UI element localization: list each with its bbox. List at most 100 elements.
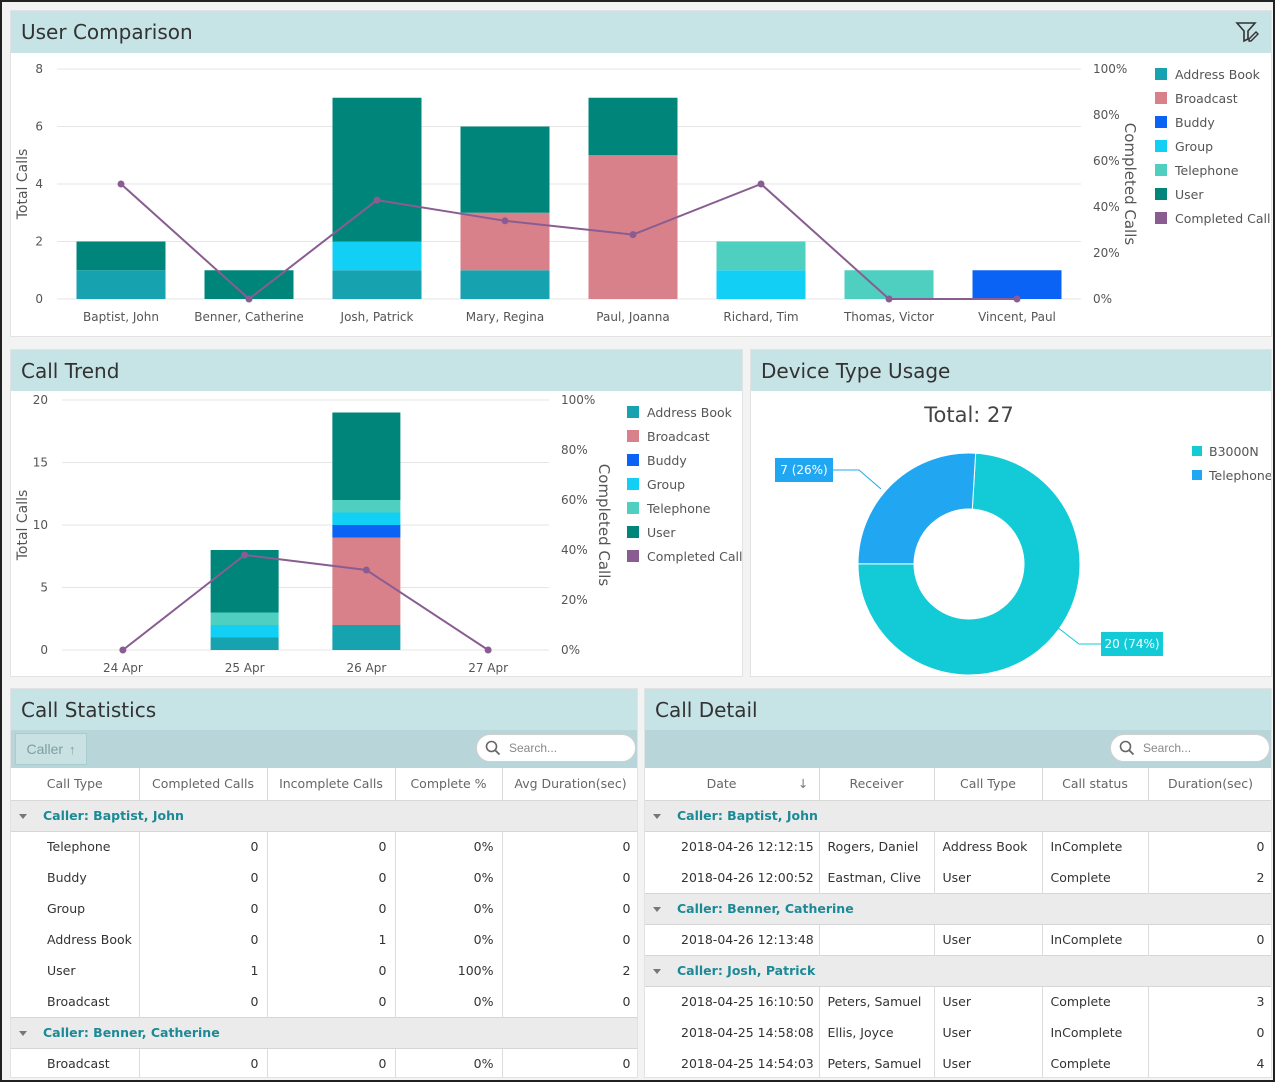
call-detail-cell: Complete: [1042, 862, 1149, 893]
ct-completed-point: [362, 566, 370, 574]
call-detail-group-row[interactable]: Caller: Josh, Patrick: [645, 954, 1271, 987]
call-statistics-column-header-label: Complete %: [410, 776, 487, 792]
uc-y-tick: 4: [35, 177, 43, 191]
call-statistics-column-header-label: Avg Duration(sec): [514, 776, 627, 792]
ct-completed-line: [122, 553, 489, 651]
call-detail-table-row[interactable]: 2018-04-26 12:00:52 Eastman, Clive User Com…: [645, 862, 1271, 893]
call-detail-table-row[interactable]: 2018-04-25 14:54:03 Peters, Samuel User Com…: [645, 1048, 1271, 1077]
call-detail-column-header[interactable]: Date ↓: [645, 768, 820, 801]
call-statistics-table-row[interactable]: Telephone 0 0 0% 0: [11, 831, 637, 862]
call-statistics-cell: 0: [139, 893, 268, 924]
uc-bar-segment: [716, 241, 806, 271]
ct-bar-segment: [332, 537, 401, 625]
call-detail-cell: 2018-04-26 12:13:48: [645, 924, 820, 955]
call-detail-column-header[interactable]: Duration(sec): [1148, 768, 1271, 801]
call-detail-table-row[interactable]: 2018-04-25 14:58:08 Ellis, Joyce User InCom…: [645, 1017, 1271, 1048]
uc-legend-swatch: [1155, 116, 1167, 128]
ct-legend-swatch: [627, 502, 639, 514]
uc-x-tick: Josh, Patrick: [340, 310, 414, 324]
ct-y-axis-label: Total Calls: [15, 490, 31, 562]
call-statistics-table-row[interactable]: Address Book 0 1 0% 0: [11, 924, 637, 955]
ct-y-tick: 0: [40, 643, 48, 657]
call-detail-column-header[interactable]: Receiver: [819, 768, 935, 801]
donut-label-telephone: 7 (26%): [780, 463, 827, 477]
call-statistics-cell: 0%: [395, 862, 503, 893]
ct-y-tick: 10: [33, 518, 48, 532]
call-detail-table-row[interactable]: 2018-04-26 12:13:48 User InComplete 0: [645, 924, 1271, 955]
call-statistics-table-row[interactable]: Broadcast 0 0 0% 0: [11, 986, 637, 1017]
call-detail-table-row[interactable]: 2018-04-26 12:12:15 Rogers, Daniel Address…: [645, 831, 1271, 862]
call-detail-column-header[interactable]: Call Type: [934, 768, 1043, 801]
call-detail-cell: User: [934, 924, 1043, 955]
call-statistics-table-row[interactable]: Broadcast 0 0 0% 0: [11, 1048, 637, 1077]
call-statistics-column-header[interactable]: Avg Duration(sec): [502, 768, 637, 801]
uc-legend-swatch: [1155, 212, 1167, 224]
uc-bar-segment: [332, 241, 422, 271]
call-statistics-search[interactable]: [476, 734, 636, 762]
ct-legend-label: Completed Calls: [647, 549, 743, 564]
uc-bar-segment: [76, 241, 166, 271]
call-detail-cell: User: [934, 1017, 1043, 1048]
filter-edit-icon[interactable]: [1235, 21, 1259, 43]
ct-legend-swatch: [627, 550, 639, 562]
call-detail-cell: [819, 924, 935, 955]
call-detail-table-row[interactable]: 2018-04-25 16:10:50 Peters, Samuel User Com…: [645, 986, 1271, 1017]
uc-bar-segment: [588, 155, 678, 299]
ct-legend-label: Broadcast: [647, 429, 710, 444]
group-by-caller-chip[interactable]: Caller ↑: [15, 733, 87, 765]
call-statistics-table-row[interactable]: Group 0 0 0% 0: [11, 893, 637, 924]
uc-y-axis-label: Total Calls: [15, 149, 31, 221]
call-statistics-column-header[interactable]: Incomplete Calls: [267, 768, 396, 801]
donut-leader-telephone: [833, 469, 882, 490]
uc-y-tick: 0: [35, 292, 43, 306]
call-statistics-cell: Buddy: [11, 862, 140, 893]
donut-leader-b3000n: [1056, 626, 1101, 645]
call-detail-cell: User: [934, 862, 1043, 893]
call-statistics-toolbar: Caller ↑: [11, 730, 637, 768]
uc-bar-segment: [76, 270, 166, 299]
call-detail-search[interactable]: [1110, 734, 1270, 762]
call-detail-panel: Call Detail Date ↓ Receiver Call Type Call s…: [644, 688, 1272, 1078]
ct-y-tick: 15: [33, 456, 48, 470]
call-detail-cell: Rogers, Daniel: [819, 831, 935, 862]
call-detail-cell: 0: [1148, 924, 1271, 955]
call-statistics-cell: Broadcast: [11, 1048, 140, 1077]
donut-legend-label: Telephone: [1208, 468, 1272, 483]
call-statistics-column-header[interactable]: Call Type: [11, 768, 140, 801]
call-statistics-group-row[interactable]: Caller: Baptist, John: [11, 799, 637, 832]
call-detail-group-cell: Caller: Benner, Catherine: [645, 892, 1271, 925]
call-statistics-search-input[interactable]: [509, 741, 619, 755]
collapse-caret-icon[interactable]: [653, 907, 661, 912]
collapse-caret-icon[interactable]: [653, 814, 661, 819]
call-trend-panel: Call Trend 0 5 10 15 20 0% 20% 40% 60% 80% 100% Tot…: [10, 349, 743, 677]
call-detail-group-row[interactable]: Caller: Baptist, John: [645, 799, 1271, 832]
call-statistics-cell: 0: [139, 831, 268, 862]
call-statistics-column-header-label: Incomplete Calls: [279, 776, 383, 792]
call-statistics-column-header[interactable]: Complete %: [395, 768, 503, 801]
call-statistics-cell: Broadcast: [11, 986, 140, 1017]
call-statistics-cell: 0%: [395, 893, 503, 924]
ct-x-tick: 24 Apr: [103, 661, 143, 675]
uc-completed-point: [373, 196, 381, 204]
ct-legend-label: Telephone: [646, 501, 711, 516]
uc-x-tick: Thomas, Victor: [843, 310, 934, 324]
call-detail-search-input[interactable]: [1143, 741, 1253, 755]
collapse-caret-icon[interactable]: [19, 814, 27, 819]
call-statistics-table-row[interactable]: Buddy 0 0 0% 0: [11, 862, 637, 893]
collapse-caret-icon[interactable]: [19, 1031, 27, 1036]
call-detail-column-header[interactable]: Call status: [1042, 768, 1149, 801]
donut-label-box-b3000n: [1101, 632, 1163, 656]
uc-legend-swatch: [1155, 68, 1167, 80]
call-detail-cell: 2018-04-25 16:10:50: [645, 986, 820, 1017]
call-statistics-cell: 0: [139, 924, 268, 955]
collapse-caret-icon[interactable]: [653, 969, 661, 974]
call-statistics-column-header[interactable]: Completed Calls: [139, 768, 268, 801]
call-statistics-group-row[interactable]: Caller: Benner, Catherine: [11, 1016, 637, 1049]
call-detail-group-row[interactable]: Caller: Benner, Catherine: [645, 892, 1271, 925]
call-detail-column-header-label: Duration(sec): [1167, 776, 1254, 792]
call-statistics-table-row[interactable]: User 1 0 100% 2: [11, 955, 637, 986]
uc-legend-swatch: [1155, 164, 1167, 176]
call-detail-cell: InComplete: [1042, 924, 1149, 955]
uc-bar-segment: [972, 270, 1062, 299]
